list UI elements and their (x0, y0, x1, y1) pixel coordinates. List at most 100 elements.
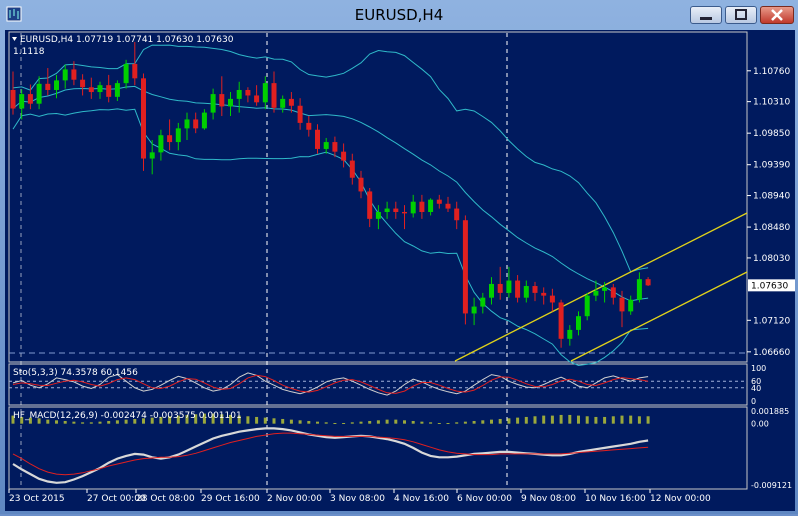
trend-channel[interactable] (454, 212, 748, 362)
candle-body (567, 329, 573, 339)
macd-histogram-bar (237, 415, 241, 424)
candle-body (323, 142, 329, 149)
time-tick-label: 4 Nov 16:00 (394, 494, 449, 504)
candle-body (54, 80, 59, 90)
candle-body (306, 122, 312, 130)
close-button[interactable] (760, 6, 794, 24)
time-tick-label: 29 Oct 16:00 (201, 494, 260, 504)
macd-histogram-bar (115, 420, 119, 424)
macd-histogram-bar (176, 415, 180, 424)
macd-histogram-bar (507, 418, 511, 424)
window-title: EURUSD,H4 (354, 6, 444, 24)
time-tick-label: 10 Nov 16:00 (585, 494, 646, 504)
macd-histogram-bar (620, 415, 624, 424)
menu-arrow-icon[interactable] (12, 37, 17, 41)
candle-body (280, 98, 286, 108)
candle-body (384, 208, 390, 212)
title-bar[interactable]: EURUSD,H4 (0, 0, 798, 30)
macd-tick-label: 0.00 (751, 420, 769, 429)
candle-body (619, 297, 625, 312)
macd-histogram-bar (281, 418, 285, 424)
time-tick-label: 27 Oct 00:00 (87, 494, 146, 504)
candle-body (132, 63, 138, 79)
macd-histogram-bar (272, 418, 276, 424)
macd-histogram-bar (142, 418, 145, 424)
candle-body (71, 69, 77, 80)
price-axis[interactable]: 1.10760 1.10310 1.09850 1.09390 1.08940 1.084… (747, 67, 795, 358)
macd-histogram-bar (324, 422, 328, 424)
candle-body (315, 129, 320, 149)
candle-body (97, 85, 103, 93)
close-icon (771, 9, 783, 21)
candle-body (254, 95, 260, 103)
macd-histogram-bar (159, 416, 163, 424)
candle-body (219, 94, 225, 107)
macd-histogram-bar (28, 417, 32, 424)
candle-body (332, 142, 338, 152)
candle-body (19, 94, 25, 109)
candle-body (576, 316, 581, 330)
stochastic-tick-label: 100 (751, 364, 766, 373)
stochastic-panel-frame (8, 363, 748, 406)
time-tick-label: 3 Nov 08:00 (330, 494, 385, 504)
macd-main-line (12, 427, 649, 484)
macd-histogram-bar (490, 419, 493, 424)
macd-histogram-bar (229, 414, 232, 424)
price-tick-label: 1.09390 (753, 161, 790, 171)
chart-client-area[interactable]: 1.10760 1.10310 1.09850 1.09390 1.08940 1.084… (5, 30, 795, 511)
trendline-lower (570, 271, 748, 362)
bollinger-upper (12, 44, 649, 273)
macd-histogram-bar (637, 416, 641, 424)
candle-body (419, 201, 425, 212)
candle-body (36, 83, 42, 104)
candle-body (471, 306, 477, 314)
maximize-button[interactable] (725, 6, 757, 24)
candle-body (210, 94, 216, 113)
candle-body (497, 283, 503, 293)
macd-histogram-bar (11, 415, 15, 424)
macd-signal-line (12, 432, 649, 476)
minimize-button[interactable] (690, 6, 722, 24)
macd-histogram-bar (255, 416, 259, 424)
chart-canvas[interactable]: 1.10760 1.10310 1.09850 1.09390 1.08940 1.084… (5, 30, 795, 511)
candle-body (532, 286, 538, 293)
macd-histogram-bar (455, 422, 459, 424)
restore-icon (735, 9, 747, 20)
candle-body (549, 295, 555, 303)
macd-histogram-bar (185, 414, 189, 424)
stochastic-tick-label: 0 (751, 397, 756, 406)
time-tick-label: 9 Nov 08:00 (521, 494, 576, 504)
candle-body (167, 135, 173, 143)
macd-histogram-bar (211, 413, 215, 424)
candle-body (445, 203, 451, 209)
candle-body (62, 69, 68, 81)
price-tick-label: 1.07120 (753, 316, 790, 326)
candle-body (228, 98, 233, 107)
macd-histogram-bar (559, 414, 563, 424)
candle-body (602, 287, 608, 291)
candle-body (358, 177, 364, 192)
time-tick-label: 23 Oct 2015 (9, 494, 65, 504)
macd-histogram-bar (333, 423, 337, 425)
macd-histogram-bar (89, 422, 93, 424)
candle-body (480, 297, 486, 307)
macd-histogram-bar (498, 418, 502, 424)
macd-histogram-bar (585, 416, 589, 424)
main-panel-frame (8, 31, 748, 363)
stochastic-signal-line (12, 374, 649, 394)
macd-histogram-bar (577, 415, 580, 424)
candle-body (436, 199, 442, 204)
candle-body (45, 83, 51, 90)
macd-histogram-bar (629, 415, 633, 424)
candle-body (88, 87, 94, 93)
candle-body (271, 83, 277, 108)
macd-histogram-bar (429, 422, 433, 424)
macd-histogram-bar (316, 421, 319, 424)
macd-histogram-bar (81, 422, 85, 424)
macd-tick-label: 0.001885 (751, 407, 789, 416)
candle-body (158, 135, 164, 153)
macd-histogram-bar (342, 423, 346, 425)
candle-body (402, 211, 407, 214)
candle-body (515, 280, 521, 298)
